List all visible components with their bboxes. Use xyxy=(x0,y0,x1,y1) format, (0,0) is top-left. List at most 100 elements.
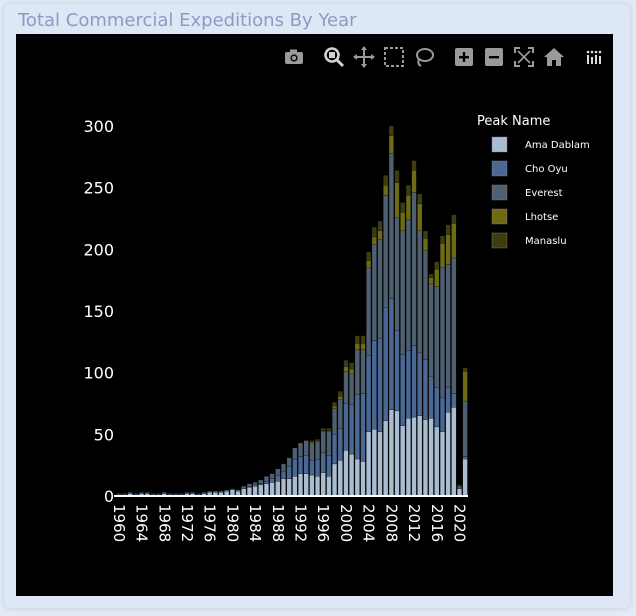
bar-segment[interactable] xyxy=(383,175,389,186)
bar-segment[interactable] xyxy=(445,234,451,265)
bar-segment[interactable] xyxy=(326,476,332,497)
bar-segment[interactable] xyxy=(349,368,355,375)
bar-stack[interactable] xyxy=(337,391,343,497)
bar-segment[interactable] xyxy=(422,419,428,497)
bar-segment[interactable] xyxy=(445,387,451,413)
bar-stack[interactable] xyxy=(354,335,360,497)
bar-stack[interactable] xyxy=(275,468,281,497)
bar-segment[interactable] xyxy=(337,428,343,461)
bar-segment[interactable] xyxy=(275,468,281,476)
bar-segment[interactable] xyxy=(337,391,343,397)
bar-segment[interactable] xyxy=(139,492,145,494)
bar-segment[interactable] xyxy=(303,455,309,474)
bar-segment[interactable] xyxy=(235,489,241,492)
bar-segment[interactable] xyxy=(417,352,423,416)
bar-segment[interactable] xyxy=(275,474,281,482)
bar-segment[interactable] xyxy=(405,219,411,351)
bar-stack[interactable] xyxy=(377,220,383,497)
bar-stack[interactable] xyxy=(439,235,445,497)
bar-segment[interactable] xyxy=(292,458,298,477)
bar-segment[interactable] xyxy=(360,342,366,350)
bar-segment[interactable] xyxy=(292,476,298,497)
bar-stack[interactable] xyxy=(366,251,372,497)
bar-segment[interactable] xyxy=(417,203,423,231)
bar-segment[interactable] xyxy=(320,452,326,473)
bar-segment[interactable] xyxy=(315,458,321,477)
bar-segment[interactable] xyxy=(422,238,428,251)
bar-segment[interactable] xyxy=(343,450,349,497)
bar-segment[interactable] xyxy=(286,478,292,497)
legend-item[interactable]: Lhotse xyxy=(491,208,558,225)
bar-segment[interactable] xyxy=(360,349,366,394)
bar-segment[interactable] xyxy=(428,418,434,497)
bar-stack[interactable] xyxy=(326,428,332,497)
bar-segment[interactable] xyxy=(354,458,360,497)
bar-segment[interactable] xyxy=(246,486,252,488)
bar-segment[interactable] xyxy=(178,493,184,495)
legend-item[interactable]: Manaslu xyxy=(491,232,567,249)
bar-segment[interactable] xyxy=(286,466,292,479)
bar-segment[interactable] xyxy=(241,488,247,497)
bar-segment[interactable] xyxy=(411,192,417,346)
bar-segment[interactable] xyxy=(366,260,372,268)
bar-segment[interactable] xyxy=(275,481,281,497)
bar-segment[interactable] xyxy=(343,403,349,451)
bar-segment[interactable] xyxy=(286,457,292,467)
bar-segment[interactable] xyxy=(354,394,360,460)
bar-segment[interactable] xyxy=(451,214,457,224)
box-select-icon[interactable] xyxy=(382,45,406,69)
bar-segment[interactable] xyxy=(349,453,355,497)
zoom-icon[interactable] xyxy=(322,45,346,69)
bar-segment[interactable] xyxy=(462,456,468,460)
bar-stack[interactable] xyxy=(269,473,275,497)
bar-segment[interactable] xyxy=(383,307,389,421)
legend-item[interactable]: Ama Dablam xyxy=(491,136,590,153)
bar-segment[interactable] xyxy=(388,125,394,136)
bar-segment[interactable] xyxy=(371,227,377,238)
bar-segment[interactable] xyxy=(252,484,258,487)
bar-stack[interactable] xyxy=(281,463,286,497)
bar-segment[interactable] xyxy=(417,193,423,204)
bar-segment[interactable] xyxy=(411,345,417,418)
bar-segment[interactable] xyxy=(201,492,207,494)
legend-item[interactable]: Everest xyxy=(491,184,563,201)
bar-segment[interactable] xyxy=(281,478,286,497)
bar-segment[interactable] xyxy=(439,235,445,244)
bar-segment[interactable] xyxy=(411,416,417,497)
bar-segment[interactable] xyxy=(439,397,445,432)
bar-segment[interactable] xyxy=(451,393,457,408)
bar-stack[interactable] xyxy=(388,125,394,497)
lasso-select-icon[interactable] xyxy=(412,45,436,69)
bar-segment[interactable] xyxy=(394,410,400,497)
bar-segment[interactable] xyxy=(337,395,343,400)
bar-segment[interactable] xyxy=(246,487,252,497)
bar-stack[interactable] xyxy=(229,488,235,497)
bar-segment[interactable] xyxy=(462,400,468,457)
bar-stack[interactable] xyxy=(286,457,292,497)
bar-segment[interactable] xyxy=(252,482,258,486)
bar-segment[interactable] xyxy=(343,360,349,367)
bar-segment[interactable] xyxy=(417,415,423,497)
bar-stack[interactable] xyxy=(320,428,326,497)
bar-segment[interactable] xyxy=(371,340,377,430)
bar-segment[interactable] xyxy=(218,490,224,493)
bar-segment[interactable] xyxy=(428,283,434,377)
plotly-logo-icon[interactable] xyxy=(582,45,606,69)
bar-stack[interactable] xyxy=(400,202,406,497)
bar-segment[interactable] xyxy=(269,473,275,479)
bar-segment[interactable] xyxy=(292,447,298,460)
bar-stack[interactable] xyxy=(349,362,355,497)
bar-segment[interactable] xyxy=(388,298,394,410)
autoscale-icon[interactable] xyxy=(512,45,536,69)
bar-segment[interactable] xyxy=(343,371,349,404)
bar-stack[interactable] xyxy=(434,261,440,497)
bar-segment[interactable] xyxy=(366,267,372,356)
bar-segment[interactable] xyxy=(405,350,411,419)
bar-segment[interactable] xyxy=(332,402,338,407)
bar-segment[interactable] xyxy=(377,338,383,432)
bar-segment[interactable] xyxy=(371,244,377,341)
bar-segment[interactable] xyxy=(366,251,372,261)
bar-segment[interactable] xyxy=(332,408,338,435)
bar-segment[interactable] xyxy=(434,261,440,270)
bar-segment[interactable] xyxy=(326,430,332,432)
